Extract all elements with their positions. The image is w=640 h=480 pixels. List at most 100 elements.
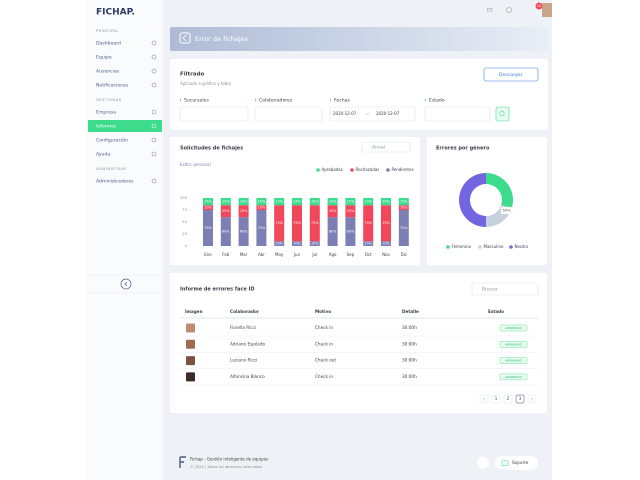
search-button[interactable] — [495, 106, 510, 122]
status-badge — [499, 357, 528, 364]
legend-label: Pendientes — [392, 167, 414, 172]
bar-value-label: 10% — [293, 242, 301, 246]
nav-icon — [151, 68, 157, 74]
period-select[interactable] — [361, 141, 411, 153]
bar-value-label: 75% — [275, 221, 283, 225]
bar-value-label: 75% — [204, 226, 212, 230]
x-tick-label: Sep — [347, 252, 355, 257]
bar-value-label: 15% — [258, 200, 266, 204]
bar-value-label: 60% — [329, 230, 337, 234]
cell: Fiorella Ricci — [230, 325, 256, 330]
nav-item: Administradores — [96, 179, 134, 185]
legend-label: Rechazadas — [356, 167, 380, 172]
bar-segment — [309, 241, 320, 246]
page-button[interactable] — [515, 394, 525, 404]
filter-label: Colaboradores — [259, 98, 293, 104]
nav-item: Ausencias — [96, 69, 120, 75]
collapse-button[interactable] — [120, 278, 132, 290]
footer-title: Fichap - Gestión inteligente de equipos — [190, 457, 268, 462]
x-tick-label: Oct — [365, 252, 372, 257]
bar-value-label: 15% — [240, 200, 248, 204]
bar-segment — [274, 198, 285, 206]
prev-icon — [483, 397, 486, 401]
page-button[interactable] — [503, 394, 513, 404]
bar-segment — [238, 217, 249, 246]
support-button[interactable] — [495, 456, 538, 470]
bar-segment — [327, 217, 338, 246]
back-button[interactable] — [179, 32, 191, 44]
badge-count: 10 — [537, 4, 541, 8]
legend-swatch — [509, 245, 513, 249]
bar-segment — [238, 205, 249, 218]
x-tick-label: Jul — [311, 252, 317, 257]
bar-segment — [220, 205, 231, 218]
support-icon — [501, 460, 509, 466]
status-text: APROBADO — [505, 359, 523, 363]
bar-segment — [274, 205, 285, 242]
row-avatar — [186, 339, 195, 349]
legend-label: Aprobadas — [322, 167, 343, 172]
page-button[interactable] — [479, 394, 489, 404]
x-tick-label: Feb — [222, 252, 230, 257]
bell-icon[interactable] — [506, 7, 512, 13]
avatar[interactable] — [542, 3, 552, 17]
nav-icon — [151, 109, 157, 115]
filter-input[interactable] — [424, 106, 491, 122]
bar-value-label: 15% — [275, 200, 283, 204]
bar-segment — [292, 241, 302, 246]
bar-segment — [363, 205, 374, 242]
bar-value-label: 10% — [364, 242, 372, 246]
filter-input[interactable] — [329, 106, 416, 122]
x-tick-label: May — [275, 252, 284, 257]
page-button[interactable] — [527, 394, 537, 404]
column-header: Detalle — [402, 309, 419, 314]
bar-segment — [327, 205, 338, 218]
help-button[interactable] — [477, 457, 489, 469]
page-number: 2 — [507, 396, 510, 401]
column-header: Colaborador — [230, 309, 260, 314]
status-badge — [499, 341, 528, 348]
bar-segment — [274, 241, 285, 246]
cell: Check in — [315, 325, 333, 330]
legend-label: Masculino — [484, 244, 504, 249]
bar-segment — [203, 210, 213, 246]
nav-icon — [151, 151, 157, 157]
bar-segment — [309, 198, 320, 206]
bar-value-label: 15% — [382, 200, 390, 204]
status-text: APROBADO — [505, 375, 523, 379]
nav-icon — [151, 123, 157, 129]
filter-input[interactable] — [179, 106, 249, 122]
legend-swatch — [316, 168, 320, 172]
back-icon — [182, 34, 187, 42]
bar-segment — [256, 198, 267, 206]
x-tick-label: Dic — [401, 252, 407, 257]
bar-value-label: 15% — [364, 200, 372, 204]
download-button[interactable] — [483, 67, 539, 82]
bar-segment — [345, 205, 356, 218]
bar-segment — [398, 205, 409, 210]
search-input[interactable] — [471, 282, 539, 296]
bar-value-label: 75% — [382, 221, 390, 225]
x-tick-label: Ago — [329, 252, 337, 257]
bar-segment — [398, 210, 409, 246]
period: Anual — [372, 145, 385, 151]
filter-input[interactable] — [254, 106, 323, 122]
label-chevron — [329, 98, 332, 102]
nav-item: Notificaciones — [96, 83, 129, 89]
bar-segment — [203, 198, 213, 206]
cell: Check out — [315, 358, 336, 363]
support-label: Soporte — [512, 460, 529, 465]
badge — [535, 2, 543, 10]
nav-icon — [151, 40, 157, 46]
legend-label: Femenino — [452, 244, 472, 249]
nav-item: Ayuda — [96, 152, 110, 158]
cell: Check in — [315, 341, 333, 346]
cell: Luciano Ricci — [230, 358, 257, 363]
y-tick-label: 25 — [182, 231, 187, 236]
x-tick-label: Nov — [382, 252, 390, 257]
search-icon — [499, 111, 505, 117]
nav-icon — [151, 54, 157, 60]
active-item[interactable] — [88, 120, 162, 132]
bar-segment — [256, 210, 267, 246]
page-button[interactable] — [491, 394, 501, 404]
